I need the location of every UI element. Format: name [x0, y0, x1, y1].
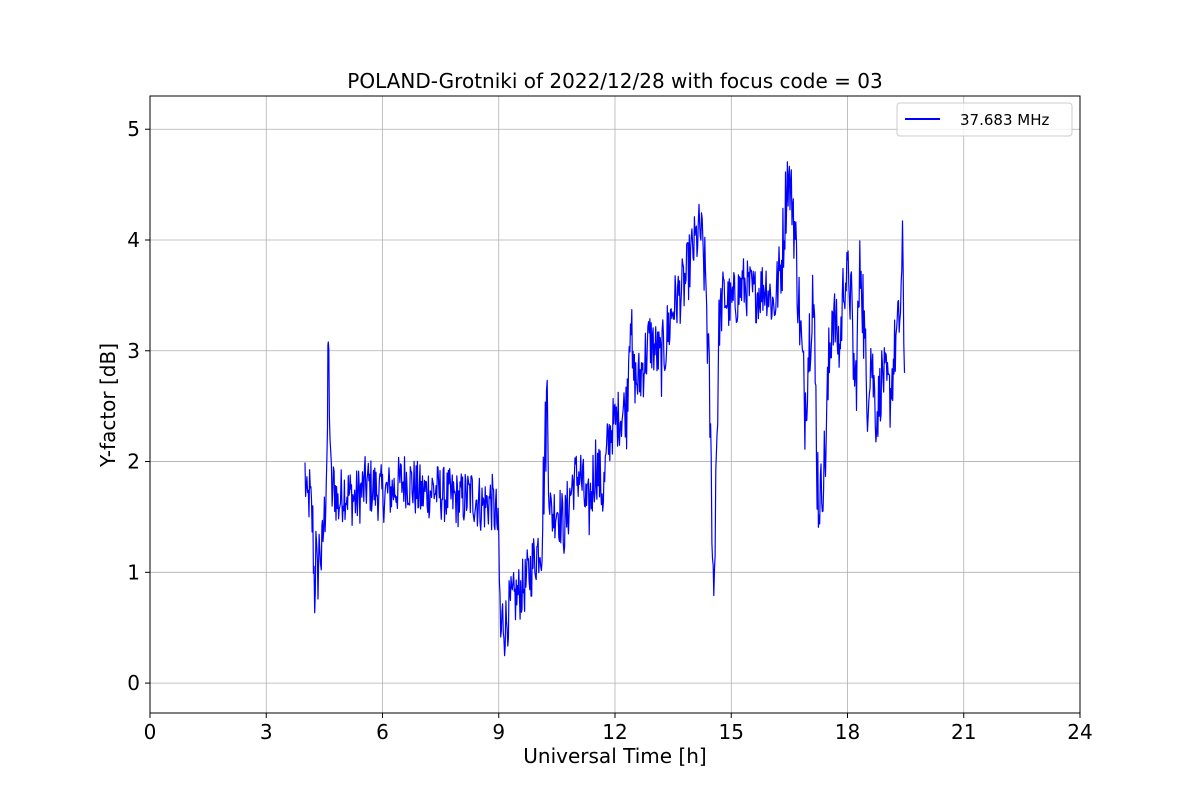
- y-tick-label: 4: [127, 228, 140, 252]
- x-tick-label: 18: [835, 720, 860, 744]
- x-tick-label: 0: [144, 720, 157, 744]
- legend-label: 37.683 MHz: [960, 111, 1049, 129]
- y-tick-label: 0: [127, 671, 140, 695]
- y-axis-ticks: 0 1 2 3 4 5: [127, 117, 150, 695]
- legend-box: [896, 102, 1073, 137]
- x-axis-label: Universal Time [h]: [523, 744, 706, 768]
- x-tick-label: 9: [492, 720, 505, 744]
- x-axis-ticks: 0 3 6 9 12 15 18 21 24: [144, 713, 1093, 744]
- series-line: [304, 161, 906, 657]
- chart-title: POLAND-Grotniki of 2022/12/28 with focus…: [347, 69, 882, 93]
- x-tick-label: 21: [951, 720, 976, 744]
- x-tick-label: 6: [376, 720, 389, 744]
- y-tick-label: 1: [127, 560, 140, 584]
- x-tick-label: 3: [260, 720, 273, 744]
- x-tick-label: 15: [719, 720, 744, 744]
- x-tick-label: 24: [1067, 720, 1092, 744]
- x-tick-label: 12: [602, 720, 627, 744]
- plot-area: [304, 161, 906, 657]
- legend: 37.683 MHz: [896, 102, 1073, 137]
- y-axis-label: Y-factor [dB]: [96, 343, 120, 468]
- y-tick-label: 5: [127, 117, 140, 141]
- y-tick-label: 2: [127, 450, 140, 474]
- y-tick-label: 3: [127, 339, 140, 363]
